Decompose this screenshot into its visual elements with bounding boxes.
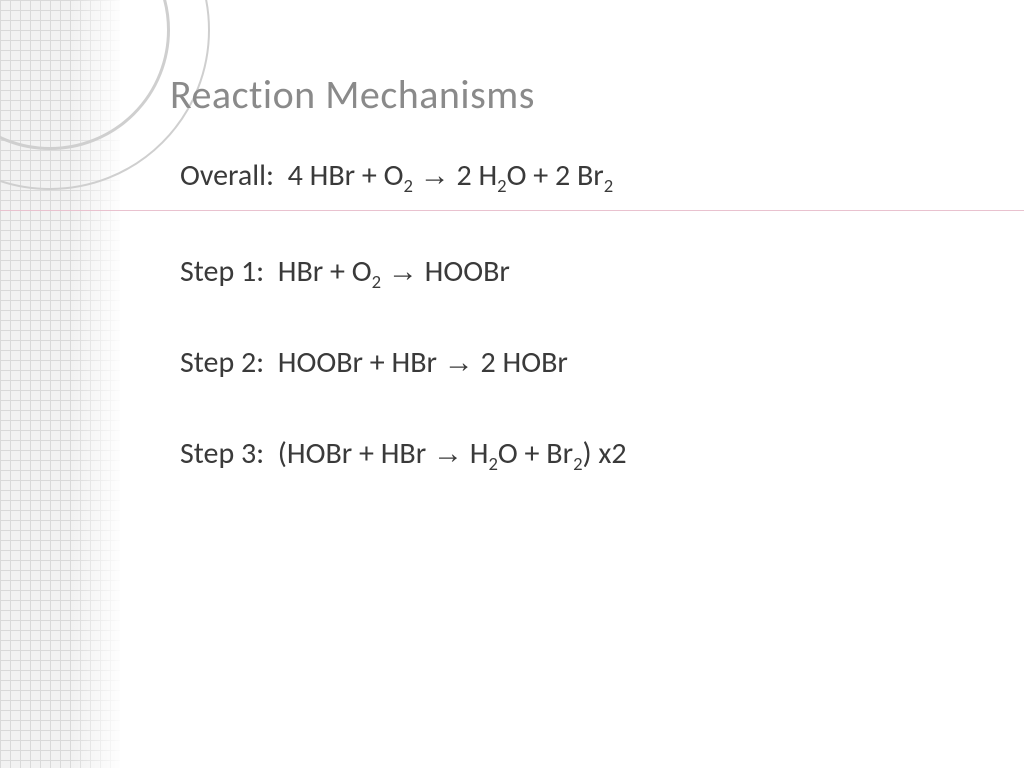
step-1: Step 1: HBr + O2 → HOOBr: [180, 253, 984, 290]
step-2: Step 2: HOOBr + HBr → 2 HOBr: [180, 344, 984, 381]
step2-eq: HOOBr + HBr → 2 HOBr: [278, 344, 568, 381]
step-3: Step 3: (HOBr + HBr → H2O + Br2) x2: [180, 435, 984, 472]
step2-label: Step 2:: [180, 344, 264, 381]
step1-label: Step 1:: [180, 253, 264, 290]
decorative-grid-strip: [0, 0, 120, 768]
overall-label: Overall:: [180, 157, 274, 194]
divider-line: [0, 210, 1024, 211]
overall-equation: Overall: 4 HBr + O2 → 2 H2O + 2 Br2: [180, 157, 984, 194]
slide-title: Reaction Mechanisms: [170, 70, 984, 119]
step1-eq: HBr + O2 → HOOBr: [278, 253, 510, 290]
step3-eq: (HOBr + HBr → H2O + Br2) x2: [278, 435, 627, 472]
step3-label: Step 3:: [180, 435, 264, 472]
slide-content: Reaction Mechanisms Overall: 4 HBr + O2 …: [170, 70, 984, 472]
overall-eq: 4 HBr + O2 → 2 H2O + 2 Br2: [288, 157, 614, 194]
